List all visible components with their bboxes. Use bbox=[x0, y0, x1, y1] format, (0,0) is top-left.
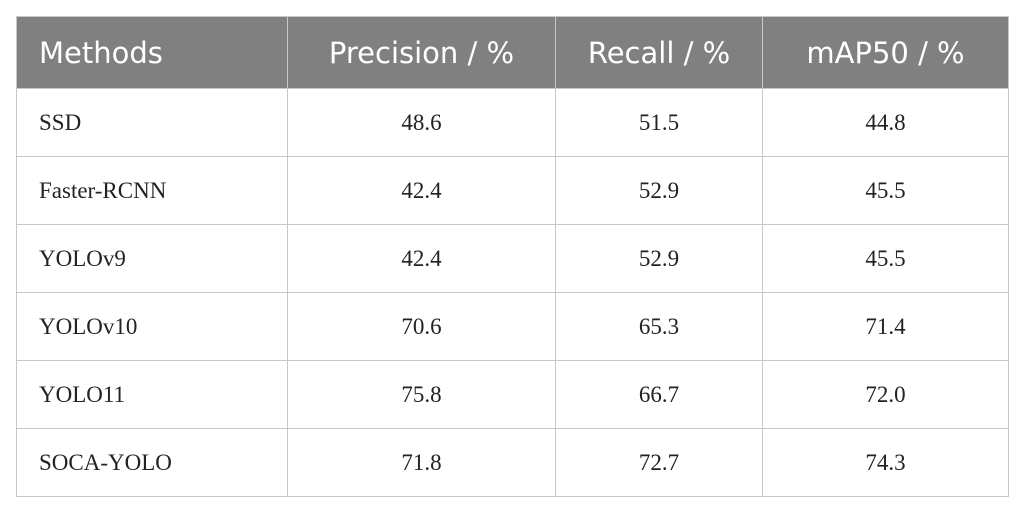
value-cell: 71.8 bbox=[287, 428, 556, 497]
table-row: YOLO11 75.8 66.7 72.0 bbox=[16, 360, 1009, 429]
table-body: SSD 48.6 51.5 44.8 Faster-RCNN 42.4 52.9 45.5 YO… bbox=[16, 88, 1009, 497]
value-cell: 75.8 bbox=[287, 360, 556, 429]
value-cell: 45.5 bbox=[762, 224, 1009, 293]
method-cell: SOCA-YOLO bbox=[16, 428, 288, 497]
value-cell: 74.3 bbox=[762, 428, 1009, 497]
value-cell: 44.8 bbox=[762, 88, 1009, 157]
value-cell: 72.7 bbox=[555, 428, 763, 497]
results-table: Methods Precision / % Recall / % mAP50 / % … bbox=[16, 16, 1009, 497]
header-row: Methods Precision / % Recall / % mAP50 / % bbox=[16, 16, 1009, 89]
table-row: SOCA-YOLO 71.8 72.7 74.3 bbox=[16, 428, 1009, 497]
value-cell: 71.4 bbox=[762, 292, 1009, 361]
value-cell: 45.5 bbox=[762, 156, 1009, 225]
value-cell: 65.3 bbox=[555, 292, 763, 361]
method-cell: YOLO11 bbox=[16, 360, 288, 429]
method-cell: SSD bbox=[16, 88, 288, 157]
value-cell: 66.7 bbox=[555, 360, 763, 429]
table-row: SSD 48.6 51.5 44.8 bbox=[16, 88, 1009, 157]
column-header: mAP50 / % bbox=[762, 16, 1009, 89]
method-cell: YOLOv9 bbox=[16, 224, 288, 293]
value-cell: 52.9 bbox=[555, 156, 763, 225]
table-row: Faster-RCNN 42.4 52.9 45.5 bbox=[16, 156, 1009, 225]
value-cell: 51.5 bbox=[555, 88, 763, 157]
column-header: Precision / % bbox=[287, 16, 556, 89]
table-row: YOLOv10 70.6 65.3 71.4 bbox=[16, 292, 1009, 361]
value-cell: 48.6 bbox=[287, 88, 556, 157]
column-header: Recall / % bbox=[555, 16, 763, 89]
column-header: Methods bbox=[16, 16, 288, 89]
method-cell: Faster-RCNN bbox=[16, 156, 288, 225]
method-cell: YOLOv10 bbox=[16, 292, 288, 361]
table-header: Methods Precision / % Recall / % mAP50 / % bbox=[16, 16, 1009, 89]
value-cell: 42.4 bbox=[287, 156, 556, 225]
value-cell: 72.0 bbox=[762, 360, 1009, 429]
value-cell: 42.4 bbox=[287, 224, 556, 293]
value-cell: 52.9 bbox=[555, 224, 763, 293]
table-row: YOLOv9 42.4 52.9 45.5 bbox=[16, 224, 1009, 293]
value-cell: 70.6 bbox=[287, 292, 556, 361]
